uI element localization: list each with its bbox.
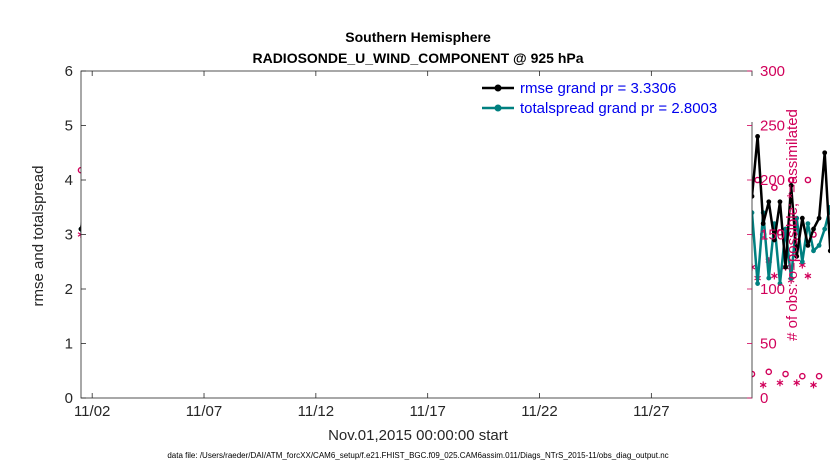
rmse-point <box>783 264 788 270</box>
y-tick-label: 5 <box>65 118 73 135</box>
y-tick-label: 6 <box>65 63 73 80</box>
y-tick-label: 1 <box>65 336 73 353</box>
chart-title: Southern Hemisphere <box>345 29 491 45</box>
axes: 0 1 2 3 4 5 6 0 50 100 150 200 250 300 11/02 11/07 11/12… <box>65 63 785 420</box>
obs-assimilated-point <box>771 272 778 280</box>
legend-rmse-marker <box>494 84 502 92</box>
legend-rmse-label: rmse grand pr = 3.3306 <box>520 80 676 97</box>
rmse-point <box>805 243 811 248</box>
chart-subtitle: RADIOSONDE_U_WIND_COMPONENT @ 925 hPa <box>252 50 583 66</box>
totalspread-point <box>816 243 822 248</box>
rmse-point <box>822 150 828 156</box>
obs-assimilated-stroke <box>793 380 801 386</box>
right-y-axis-label: # of obs: o=possible; *=assimilated <box>784 109 801 341</box>
obs-assimilated-stroke <box>771 273 778 279</box>
totalspread-point <box>766 275 772 281</box>
obs-possible-point <box>782 370 789 378</box>
x-tick-label: 11/17 <box>409 403 445 420</box>
right-y-tick-label: 200 <box>760 172 785 189</box>
obs-assimilated-point <box>759 381 767 389</box>
obs-possible-point <box>787 176 795 184</box>
rmse-point <box>771 237 777 243</box>
x-tick-label: 11/22 <box>521 403 557 420</box>
right-y-tick-label: 150 <box>760 227 785 244</box>
rmse-point <box>799 215 805 221</box>
obs-possible-point <box>815 372 823 380</box>
rmse-point <box>811 226 816 232</box>
rmse-point <box>788 183 794 188</box>
obs-assimilated-point <box>804 272 812 280</box>
rmse-point <box>816 215 822 221</box>
totalspread-point <box>822 226 828 232</box>
y-tick-label: 3 <box>65 227 73 244</box>
x-tick-label: 11/02 <box>74 403 110 420</box>
x-tick-label: 11/27 <box>633 403 669 420</box>
legend-box <box>474 76 754 122</box>
obs-possible-point <box>799 372 806 380</box>
rmse-point <box>777 199 783 205</box>
y-axis-label: rmse and totalspread <box>30 166 47 307</box>
right-y-tick-label: 250 <box>760 118 785 135</box>
legend-totalspread-label: totalspread grand pr = 2.8003 <box>520 100 717 117</box>
x-axis-label: Nov.01,2015 00:00:00 start <box>328 427 509 444</box>
y-tick-label: 4 <box>65 172 73 189</box>
totalspread-point <box>755 281 760 286</box>
y-tick-label: 0 <box>65 390 73 407</box>
legend: rmse grand pr = 3.3306 totalspread grand… <box>474 76 754 122</box>
rmse-point <box>755 134 760 139</box>
rmse-point <box>794 253 800 259</box>
obs-assimilated-point <box>793 379 801 387</box>
y-tick-label: 2 <box>65 281 73 298</box>
obs-possible-point <box>765 368 773 376</box>
obs-assimilated-stroke <box>810 382 817 388</box>
data-file-footer: data file: /Users/raeder/DAI/ATM_forcXX/… <box>167 451 668 460</box>
x-tick-label: 11/12 <box>298 403 334 420</box>
right-y-tick-label: 50 <box>760 336 777 353</box>
totalspread-point <box>783 226 788 232</box>
plot-frame <box>80 70 753 399</box>
totalspread-point <box>805 221 811 227</box>
obs-possible-point <box>771 184 778 191</box>
rmse-point <box>760 221 766 227</box>
right-y-tick-label: 0 <box>760 390 768 407</box>
obs-assimilated-stroke <box>759 382 767 388</box>
totalspread-point <box>777 281 783 286</box>
obs-assimilated-point <box>776 379 784 387</box>
obs-assimilated-stroke <box>776 380 784 386</box>
right-y-tick-label: 100 <box>760 281 785 298</box>
totalspread-point <box>799 259 805 265</box>
totalspread-point <box>794 215 800 221</box>
right-y-tick-label: 300 <box>760 63 785 80</box>
obs-assimilated-point <box>810 381 817 389</box>
rmse-point <box>827 248 830 254</box>
obs-assimilated-stroke <box>804 273 812 279</box>
totalspread-point <box>788 275 794 281</box>
obs-possible-point <box>804 176 812 184</box>
obs-assimilated-stroke <box>798 262 806 268</box>
legend-totalspread-marker <box>494 104 502 112</box>
totalspread-point <box>811 248 816 254</box>
rmse-point <box>766 199 772 205</box>
x-tick-label: 11/07 <box>186 403 222 420</box>
